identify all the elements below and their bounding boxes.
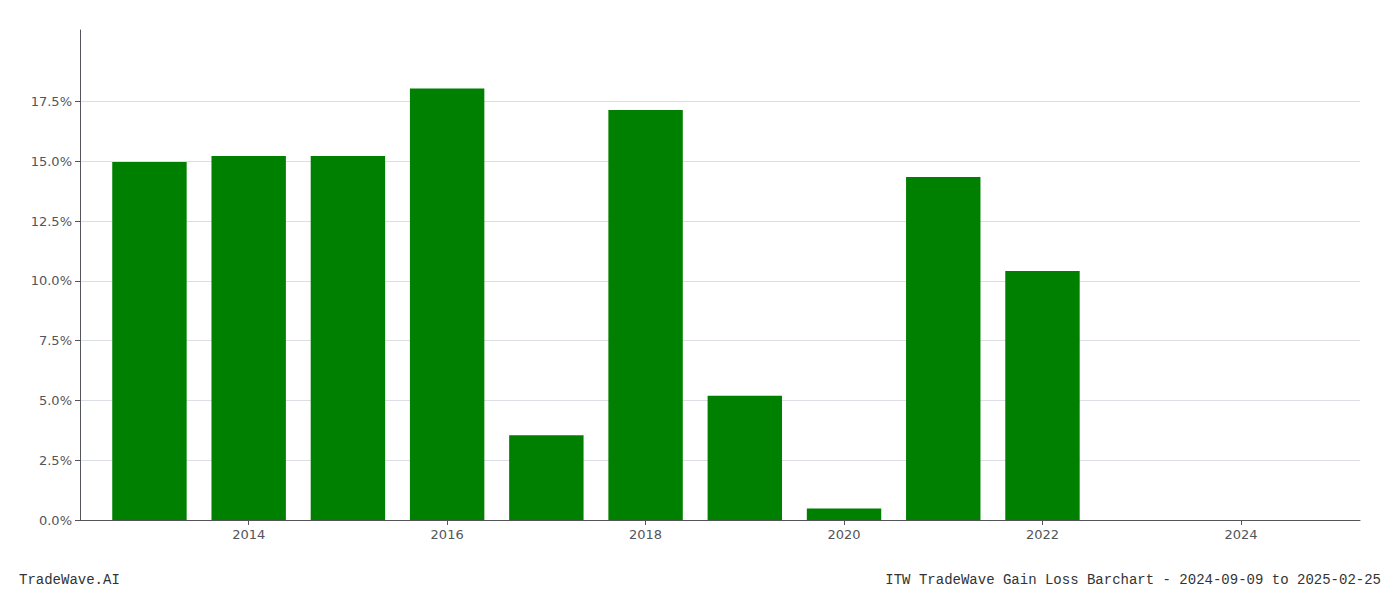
svg-text:TradeWave.AI: TradeWave.AI	[19, 572, 120, 588]
svg-text:2024: 2024	[1224, 527, 1257, 542]
svg-text:2022: 2022	[1026, 527, 1059, 542]
svg-text:10.0%: 10.0%	[31, 273, 72, 288]
svg-text:12.5%: 12.5%	[31, 214, 72, 229]
svg-text:17.5%: 17.5%	[31, 94, 72, 109]
svg-text:2020: 2020	[827, 527, 860, 542]
svg-text:5.0%: 5.0%	[39, 393, 72, 408]
svg-text:2016: 2016	[431, 527, 464, 542]
svg-text:2.5%: 2.5%	[39, 453, 72, 468]
svg-text:7.5%: 7.5%	[39, 333, 72, 348]
svg-text:15.0%: 15.0%	[31, 154, 72, 169]
svg-text:0.0%: 0.0%	[39, 513, 72, 528]
svg-text:ITW TradeWave Gain Loss Barcha: ITW TradeWave Gain Loss Barchart - 2024-…	[885, 572, 1381, 588]
svg-text:2014: 2014	[232, 527, 265, 542]
svg-text:2018: 2018	[629, 527, 662, 542]
